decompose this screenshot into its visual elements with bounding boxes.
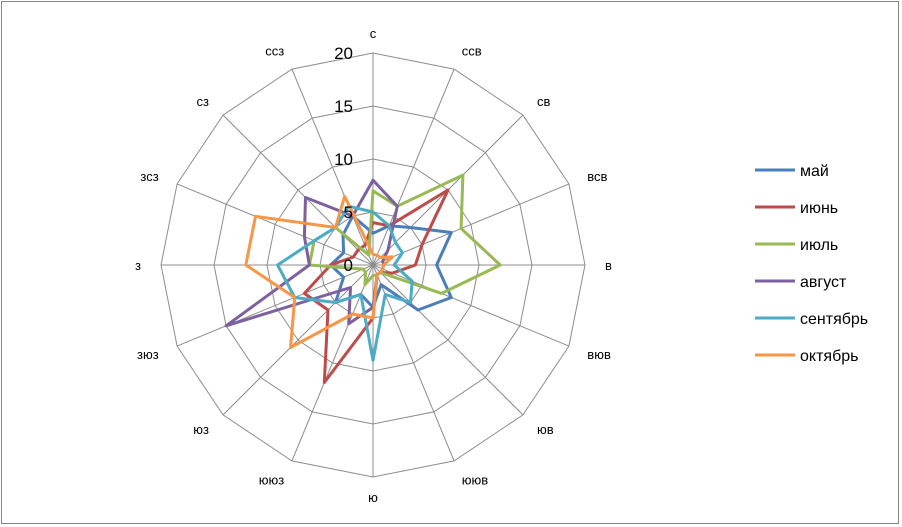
direction-label: юв: [537, 422, 554, 437]
chart-series: [224, 173, 502, 384]
direction-label: ю: [368, 490, 378, 505]
direction-label: ссз: [265, 44, 284, 59]
axis-spoke: [372, 264, 524, 416]
axis-spoke: [372, 264, 570, 347]
legend-label: май: [800, 163, 829, 180]
direction-label: всв: [587, 169, 607, 184]
axis-spoke: [372, 183, 570, 266]
legend-label: август: [800, 274, 847, 291]
chart-legend: май июнь июль август сентябрь октябрь: [755, 163, 868, 365]
axis-spoke: [222, 264, 374, 416]
direction-label: ююз: [259, 472, 285, 487]
legend-label: сентябрь: [800, 311, 868, 328]
legend-label: октябрь: [800, 348, 858, 365]
direction-label: зсз: [140, 169, 158, 184]
direction-label: з: [135, 258, 141, 273]
direction-label: ююв: [462, 472, 489, 487]
tick-label: 20: [334, 44, 353, 63]
chart-axes: [161, 53, 585, 477]
tick-label: 5: [344, 203, 353, 222]
direction-label: вюв: [587, 347, 611, 362]
direction-labels: с ссв св всв в вюв юв ююв ю ююз юз зюз з зсз сз ссз: [135, 26, 612, 505]
direction-label: ссв: [462, 44, 482, 59]
legend-label: июнь: [800, 200, 838, 217]
axis-spoke: [176, 183, 374, 266]
tick-label: 10: [334, 150, 353, 169]
axis-spoke: [372, 264, 455, 462]
direction-label: в: [605, 258, 612, 273]
direction-label: св: [537, 94, 551, 109]
direction-label: зюз: [137, 347, 159, 362]
series-line: [276, 204, 414, 362]
axis-spoke: [176, 264, 374, 347]
radial-tick-labels: 0 5 10 15 20: [334, 44, 353, 275]
axis-spoke: [291, 264, 374, 462]
direction-label: юз: [193, 422, 209, 437]
axis-spoke: [222, 114, 374, 266]
axis-spoke: [372, 68, 455, 266]
legend-label: июль: [800, 237, 838, 254]
direction-label: сз: [197, 94, 210, 109]
direction-label: с: [370, 26, 377, 41]
tick-label: 15: [334, 97, 353, 116]
series-line: [244, 194, 395, 349]
tick-label: 0: [344, 256, 353, 275]
axis-spoke: [291, 68, 374, 266]
